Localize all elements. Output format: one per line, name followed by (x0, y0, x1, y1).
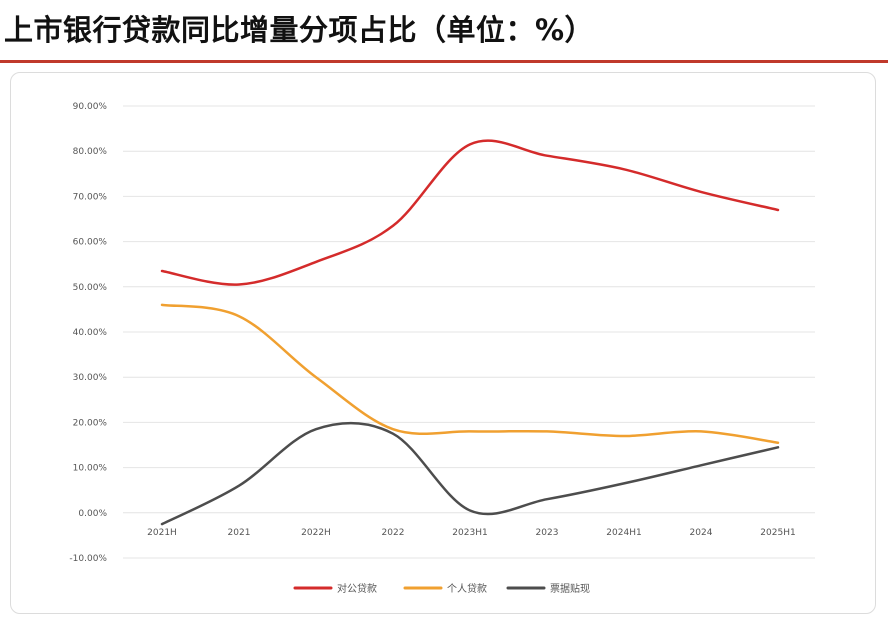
chart-frame (10, 72, 876, 614)
y-tick-label: 50.00% (73, 283, 108, 293)
x-tick-label: 2024 (690, 528, 713, 538)
page-title: 上市银行贷款同比增量分项占比（单位：%） (4, 13, 595, 47)
gridlines (123, 105, 815, 559)
legend-label: 票据贴现 (550, 582, 590, 595)
y-axis-tick-labels: 90.00% 80.00% 70.00% 60.00% 50.00% 40.00% 30.0… (69, 102, 107, 564)
y-tick-label: 70.00% (73, 192, 108, 202)
y-tick-label: 20.00% (73, 418, 108, 428)
x-axis-tick-labels: 2021H 2021 2022H 2022 2023H1 2023 2024H1 2024 20… (147, 528, 796, 538)
y-tick-label: -10.00% (69, 554, 107, 564)
series-line-1 (160, 139, 780, 286)
x-tick-label: 2022 (382, 528, 405, 538)
legend: 对公贷款 个人贷款 票据贴现 (293, 582, 590, 595)
x-tick-label: 2024H1 (606, 528, 641, 538)
y-tick-label: 80.00% (73, 147, 108, 157)
x-tick-label: 2021H (147, 528, 177, 538)
x-tick-label: 2021 (228, 528, 251, 538)
series-line-2 (160, 303, 780, 444)
x-tick-label: 2025H1 (760, 528, 795, 538)
y-tick-label: 90.00% (73, 102, 108, 112)
y-tick-label: 60.00% (73, 238, 108, 248)
title-rule (0, 60, 888, 63)
series-line-3 (160, 421, 780, 526)
y-tick-label: 10.00% (73, 464, 108, 474)
legend-label: 对公贷款 (337, 582, 377, 595)
legend-label: 个人贷款 (447, 582, 487, 595)
x-tick-label: 2022H (301, 528, 331, 538)
y-tick-label: 30.00% (73, 373, 108, 383)
series-lines (160, 139, 780, 526)
x-tick-label: 2023H1 (452, 528, 487, 538)
y-tick-label: 0.00% (78, 509, 107, 519)
y-tick-label: 40.00% (73, 328, 108, 338)
x-tick-label: 2023 (536, 528, 559, 538)
